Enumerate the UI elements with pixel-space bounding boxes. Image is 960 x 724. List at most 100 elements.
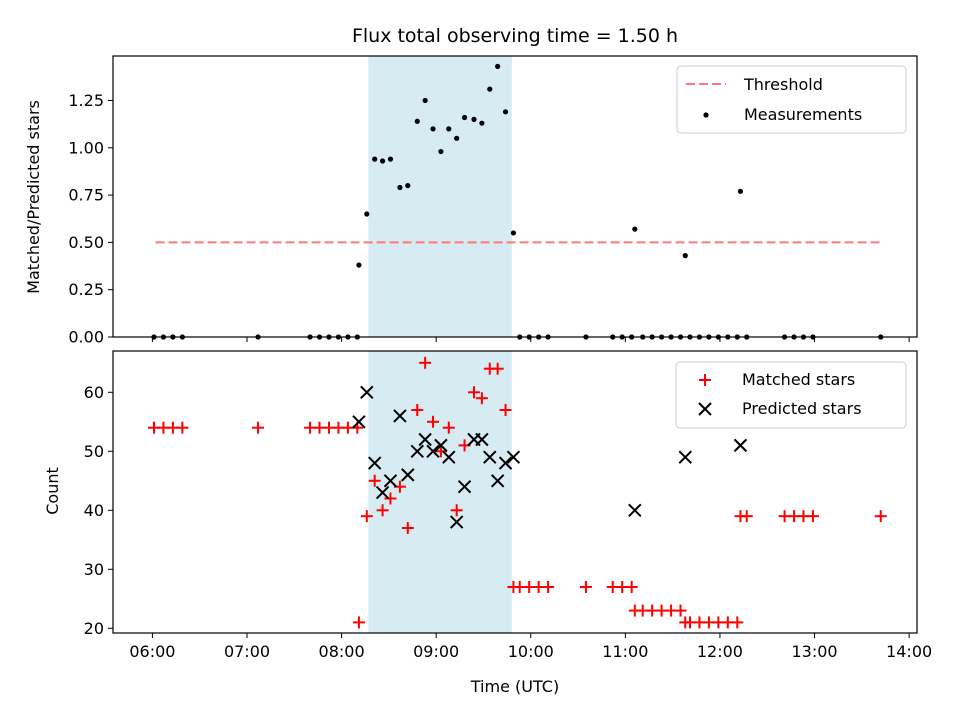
measurement-point [479, 120, 485, 126]
matched-star-point [176, 421, 189, 434]
y-tick-label: 30 [84, 560, 104, 579]
predicted-star-point [375, 485, 390, 500]
chart-title: Flux total observing time = 1.50 h [352, 25, 678, 47]
matched-star-point [427, 415, 440, 428]
predicted-star-point [401, 468, 415, 482]
predicted-star-point [506, 450, 521, 464]
matched-star-point [401, 521, 414, 534]
matched-star-point [731, 616, 744, 629]
measurement-point [414, 118, 420, 124]
predicted-star-point [410, 444, 424, 458]
y-tick-label: 0.00 [68, 328, 104, 347]
matched-star-point [376, 504, 389, 517]
matched-star-point [806, 510, 819, 523]
matched-star-point [491, 362, 504, 375]
predicted-star-point [475, 432, 489, 447]
ratio-legend: Threshold Measurements [676, 65, 907, 134]
measurement-point [356, 262, 362, 268]
predicted-star-point [733, 438, 748, 453]
measurement-point [487, 86, 493, 92]
measurements-legend-swatch [703, 112, 709, 118]
measurement-point [682, 253, 688, 259]
observing-window-shade-lower [368, 351, 512, 633]
predicted-star-point [498, 456, 513, 470]
x-tick-label: 06:00 [129, 642, 175, 661]
measurement-point [502, 109, 509, 115]
matched-star-point [625, 580, 638, 593]
matched-star-point [475, 392, 488, 405]
predicted-star-point [442, 450, 456, 464]
measurement-point [632, 226, 638, 232]
measurement-point [364, 211, 370, 217]
y-tick-label: 1.00 [68, 138, 104, 157]
predicted-star-point [383, 474, 398, 488]
measurement-point [461, 114, 468, 121]
measurement-point [372, 156, 378, 162]
matched-star-point [499, 403, 512, 416]
predicted-star-point [426, 444, 440, 458]
legend-matched-label: Matched stars [742, 370, 855, 389]
matched-star-point [434, 445, 447, 458]
matched-star-point [450, 504, 463, 517]
x-tick-label: 09:00 [413, 642, 459, 661]
measurement-point [397, 184, 403, 191]
matched-star-point [468, 386, 481, 399]
y-tick-label: 0.25 [68, 280, 104, 299]
measurement-point [387, 156, 394, 162]
measurement-point [495, 63, 501, 70]
matched-star-point [368, 474, 381, 487]
x-tick-label: 14:00 [886, 642, 932, 661]
predicted-star-point [483, 450, 497, 464]
matched-star-point [740, 510, 753, 523]
legend-box [676, 65, 907, 134]
predicted-star-point [352, 415, 366, 429]
x-tick-label: 11:00 [602, 642, 648, 661]
measurement-point [454, 135, 460, 141]
observing-window-shade [368, 56, 512, 337]
measurement-point [422, 97, 428, 104]
matched-star-point [352, 616, 365, 629]
measurement-point [405, 183, 411, 189]
count-panel-frame [112, 350, 918, 634]
matched-star-point [542, 580, 555, 593]
legend-box-lower [675, 361, 907, 429]
measurement-point [438, 148, 444, 155]
x-tick-label: 12:00 [697, 642, 743, 661]
matched-star-point [874, 510, 887, 523]
measurement-point [471, 116, 477, 122]
x-tick-label: 13:00 [791, 642, 837, 661]
predicted-star-point [360, 385, 374, 400]
ratio-panel: 0.00 0.25 0.50 0.75 1.00 1.25 Flux total obse… [24, 25, 918, 347]
x-axis-label: Time (UTC) [470, 677, 559, 696]
y-tick-label: 40 [84, 501, 104, 520]
measurement-point [430, 126, 436, 132]
matched-star-point [252, 421, 265, 434]
predicted-star-point [678, 450, 692, 464]
y-tick-label: 60 [84, 383, 104, 402]
matched-star-point [674, 604, 687, 617]
measurement-point [737, 188, 744, 194]
matched-star-point [360, 510, 373, 523]
x-tick-label: 07:00 [224, 642, 270, 661]
y-axis-label-ratio: Matched/Predicted stars [24, 100, 43, 294]
legend-threshold-label: Threshold [743, 75, 823, 94]
predicted-star-point [367, 456, 382, 470]
predicted-star-point [457, 479, 472, 494]
measurement-point [446, 126, 452, 132]
count-legend: Matched stars Predicted stars [675, 361, 907, 429]
x-tick-label: 08:00 [319, 642, 365, 661]
count-panel: 06:00 07:00 08:00 09:00 10:00 11:00 12:00 13:00… [43, 350, 932, 696]
matched-star-point [419, 356, 432, 369]
matched-legend-swatch [699, 374, 711, 386]
legend-predicted-label: Predicted stars [742, 399, 862, 418]
matched-star-point [579, 580, 592, 593]
predicted-star-point [490, 474, 505, 488]
y-tick-label: 1.25 [68, 91, 104, 110]
y-tick-label: 50 [84, 442, 104, 461]
matched-star-point [442, 421, 455, 434]
predicted-star-point [449, 515, 464, 529]
predicted-star-point [418, 432, 432, 447]
measurement-point [379, 158, 386, 164]
y-axis-label-count: Count [43, 467, 62, 515]
